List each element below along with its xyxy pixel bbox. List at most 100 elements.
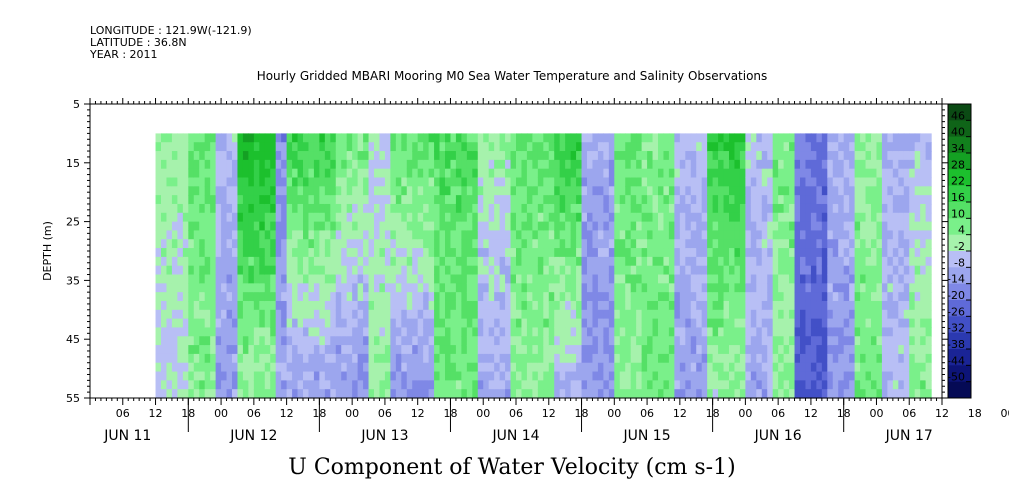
heatmap-cell [428,256,435,267]
heatmap-cell [204,159,211,170]
heatmap-cell [516,256,523,267]
heatmap-cell [335,203,342,214]
heatmap-cell [854,380,861,390]
heatmap-cell [543,133,550,143]
heatmap-cell [335,318,342,329]
x-tick-label: 06 [902,407,916,420]
heatmap-cell [346,389,353,399]
heatmap-cell [472,212,479,223]
heatmap-cell [357,221,364,232]
heatmap-cell [707,389,714,399]
heatmap-cell [166,274,173,284]
heatmap-cell [587,353,594,364]
heatmap-cell [155,327,162,337]
heatmap-cell [843,248,850,258]
heatmap-cell [783,142,790,152]
heatmap-cell [576,336,583,346]
heatmap-cell [510,186,517,196]
y-tick-label: 35 [66,274,80,287]
heatmap-cell [827,159,834,170]
heatmap-cell [505,142,512,152]
heatmap-cell [477,203,484,214]
heatmap-cell [860,186,867,196]
heatmap-cell [614,256,621,267]
heatmap-cell [821,203,828,214]
heatmap-cell [854,221,861,232]
heatmap-cell [641,318,648,329]
heatmap-cell [614,353,621,364]
heatmap-cell [865,177,872,187]
heatmap-cell [395,151,402,161]
heatmap-cell [767,265,774,276]
heatmap-cell [827,300,834,311]
heatmap-cell [581,336,588,346]
heatmap-cell [259,353,266,364]
heatmap-cell [357,300,364,311]
heatmap-cell [253,300,260,311]
heatmap-cell [199,265,206,276]
heatmap-cell [412,159,419,170]
heatmap-cell [718,274,725,284]
heatmap-cell [319,203,326,214]
heatmap-cell [428,168,435,179]
heatmap-cell [652,380,659,390]
heatmap-cell [406,362,413,373]
heatmap-cell [237,186,244,196]
heatmap-cell [745,221,752,232]
heatmap-cell [303,159,310,170]
heatmap-cell [232,300,239,311]
heatmap-cell [739,212,746,223]
heatmap-cell [259,300,266,311]
heatmap-cell [554,239,561,249]
heatmap-cell [472,133,479,143]
heatmap-cell [303,274,310,284]
heatmap-cell [903,256,910,267]
heatmap-cell [909,177,916,187]
heatmap-cell [668,212,675,223]
heatmap-cell [292,133,299,143]
heatmap-cell [734,186,741,196]
heatmap-cell [707,292,714,302]
heatmap-cell [204,300,211,311]
heatmap-cell [581,142,588,152]
heatmap-cell [849,353,856,364]
heatmap-cell [270,203,277,214]
heatmap-cell [805,336,812,346]
heatmap-cell [232,389,239,399]
heatmap-cell [821,177,828,187]
heatmap-cell [592,256,599,267]
heatmap-cell [565,362,572,373]
heatmap-cell [871,274,878,284]
heatmap-cell [548,309,555,320]
heatmap-cell [876,256,883,267]
heatmap-cell [395,345,402,355]
heatmap-cell [892,133,899,143]
heatmap-cell [521,177,528,187]
heatmap-cell [417,274,424,284]
heatmap-cell [712,318,719,329]
heatmap-cell [871,133,878,143]
heatmap-cell [259,212,266,223]
heatmap-cell [494,274,501,284]
heatmap-cell [794,362,801,373]
heatmap-cell [898,274,905,284]
heatmap-cell [570,203,577,214]
heatmap-cell [434,362,441,373]
heatmap-cell [226,133,233,143]
heatmap-cell [390,186,397,196]
heatmap-cell [647,133,654,143]
heatmap-cell [576,380,583,390]
heatmap-cell [292,362,299,373]
heatmap-cell [723,230,730,240]
heatmap-cell [685,248,692,258]
heatmap-cell [914,151,921,161]
heatmap-cell [171,274,178,284]
heatmap-cell [827,248,834,258]
heatmap-cell [805,380,812,390]
heatmap-cell [816,300,823,311]
heatmap-cell [636,274,643,284]
heatmap-cell [341,142,348,152]
heatmap-cell [379,371,386,381]
heatmap-cell [242,336,249,346]
heatmap-cell [554,345,561,355]
